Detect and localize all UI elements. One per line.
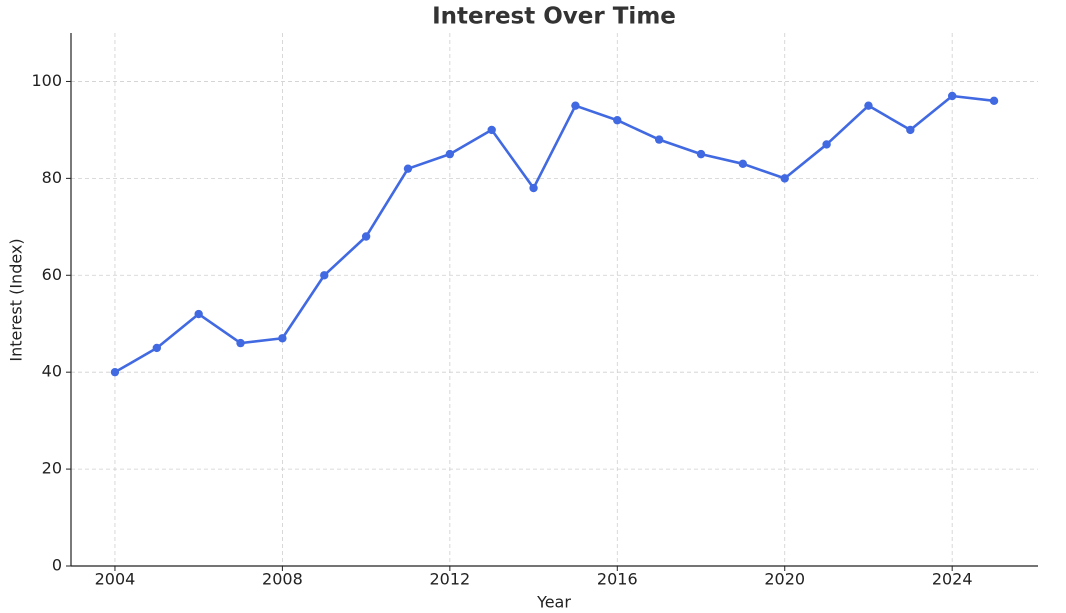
point xyxy=(361,232,371,241)
y-tick-label: 20 xyxy=(42,459,62,478)
x-tick-label: 2024 xyxy=(932,570,973,589)
point xyxy=(403,164,413,173)
point xyxy=(989,96,999,106)
y-tick-label: 0 xyxy=(52,556,62,575)
point xyxy=(654,135,664,144)
y-tick-label: 40 xyxy=(42,362,62,381)
y-tick-label: 100 xyxy=(31,71,62,90)
point xyxy=(613,116,622,125)
x-tick-label: 2008 xyxy=(262,570,303,589)
point xyxy=(445,149,455,159)
point xyxy=(529,183,538,193)
x-tick-label: 2016 xyxy=(597,570,638,589)
x-tick-label: 2004 xyxy=(95,570,136,589)
point xyxy=(738,159,748,169)
point xyxy=(320,271,329,280)
x-axis-label: Year xyxy=(536,593,571,612)
y-tick-label: 80 xyxy=(42,168,62,187)
x-tick-label: 2012 xyxy=(429,570,470,589)
point xyxy=(947,91,957,101)
point xyxy=(236,338,245,348)
point xyxy=(278,334,287,343)
point xyxy=(780,174,789,183)
y-tick-label: 60 xyxy=(42,265,62,284)
point xyxy=(696,149,706,159)
point xyxy=(864,101,873,110)
point xyxy=(487,125,496,135)
point xyxy=(906,125,915,135)
chart-title: Interest Over Time xyxy=(432,4,676,30)
point xyxy=(110,367,120,377)
line xyxy=(114,94,995,374)
point xyxy=(822,140,831,149)
point xyxy=(152,343,162,353)
point xyxy=(194,309,203,319)
point xyxy=(571,101,580,110)
x-tick-label: 2020 xyxy=(764,570,805,589)
y-axis-label: Interest (Index) xyxy=(7,238,26,361)
